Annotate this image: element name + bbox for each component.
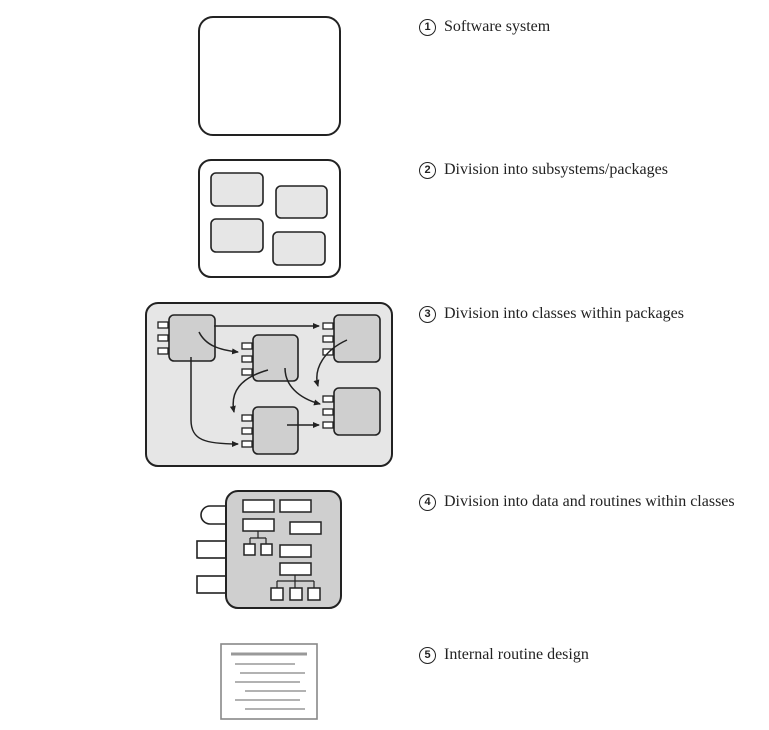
level-5-text: Internal routine design [444, 646, 589, 663]
routine-tab [200, 505, 227, 525]
level-1-software-system-shape [198, 16, 341, 136]
level-5-label: 5 Internal routine design [419, 644, 589, 666]
routine-tab [196, 575, 228, 594]
level-2-subsystems-shape [198, 159, 341, 278]
code-lines [231, 652, 307, 710]
dependency-arrows [190, 323, 348, 447]
package-box [272, 231, 326, 266]
level-4-text: Division into data and routines within c… [444, 493, 735, 510]
dependency-arrow [284, 367, 321, 406]
level-2-label: 2 Division into subsystems/packages [419, 159, 668, 181]
class-box [241, 406, 299, 455]
dependency-arrow [313, 339, 348, 387]
routine-tree-large [276, 575, 315, 588]
package-box [210, 218, 264, 253]
level-1-number-badge: 1 [419, 18, 436, 36]
dependency-arrow [198, 331, 239, 355]
dependency-arrow [229, 369, 269, 413]
level-4-label: 4 Division into data and routines within… [419, 491, 735, 513]
routine-tree-small [249, 531, 267, 544]
level-1-label: 1 Software system [419, 16, 550, 38]
level-3-classes-shape [145, 302, 393, 467]
level-4-class-internals-shape [196, 490, 342, 609]
package-box [275, 185, 328, 219]
level-3-number-badge: 3 [419, 305, 436, 323]
level-3-text: Division into classes within packages [444, 305, 684, 322]
class-box [322, 387, 381, 436]
class-box [157, 314, 216, 362]
package-box [210, 172, 264, 207]
level-5-number-badge: 5 [419, 646, 436, 664]
level-1-text: Software system [444, 18, 551, 35]
level-2-number-badge: 2 [419, 161, 436, 179]
dependency-arrow [190, 357, 239, 447]
level-2-text: Division into subsystems/packages [444, 161, 668, 178]
data-elements [242, 499, 322, 576]
routine-tab [196, 540, 228, 559]
level-5-routine-page-shape [220, 643, 318, 720]
class-box [241, 334, 299, 382]
level-4-number-badge: 4 [419, 493, 436, 511]
level-3-label: 3 Division into classes within packages [419, 303, 684, 325]
